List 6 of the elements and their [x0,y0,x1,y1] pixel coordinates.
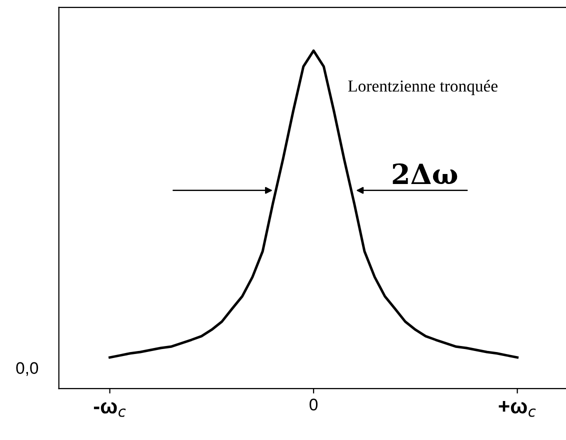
text: 0,0 [16,362,38,376]
x-tick-label: 0 [310,398,318,410]
annotation: Lorentzienne tronquée [348,80,498,96]
x-tick-label: -ω$_{c}$ [94,402,126,417]
x-tick-label: +ω$_{c}$ [498,401,536,417]
annotation: 2Δω [392,163,458,184]
